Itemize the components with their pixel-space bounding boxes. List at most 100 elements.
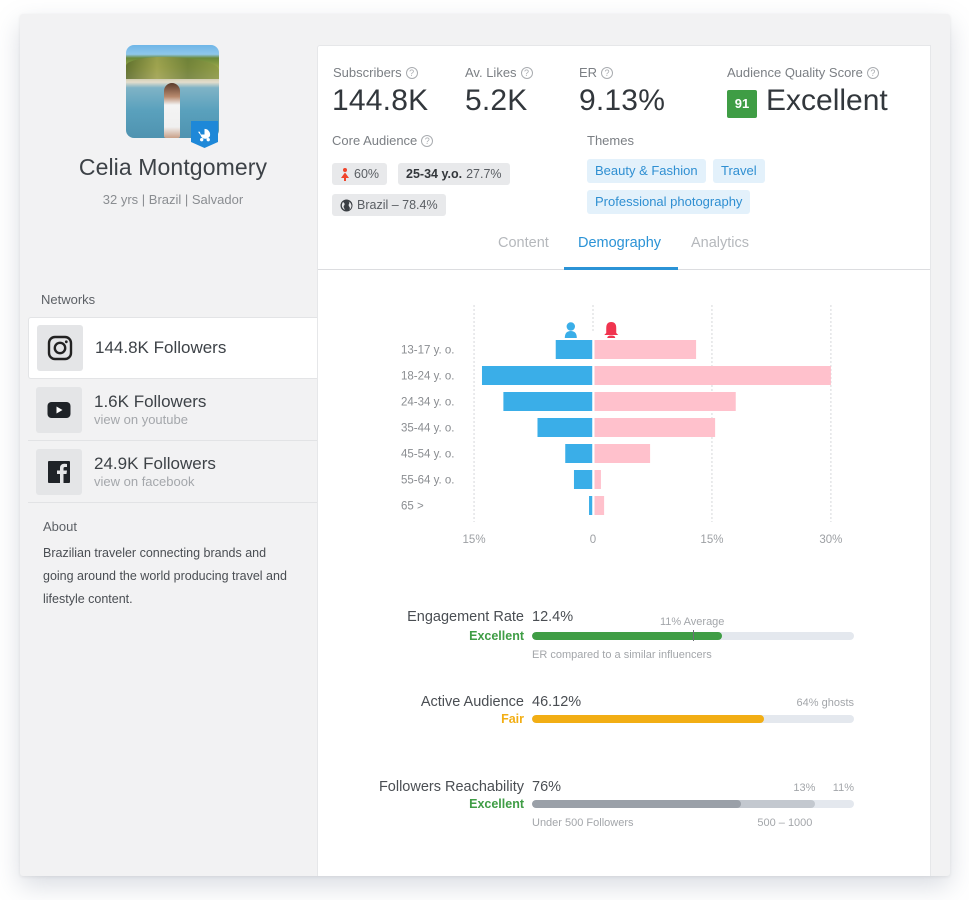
engagement-average-label: 11% Average — [660, 616, 725, 628]
network-facebook[interactable]: 24.9K Followers view on facebook — [28, 441, 317, 503]
aqs-rating: Excellent — [766, 84, 888, 117]
subscribers-label: Subscribers? — [333, 65, 418, 80]
reach-segment-pct: 13% — [793, 782, 816, 794]
subscribers-value: 144.8K — [332, 84, 429, 117]
aqs-label-text: Audience Quality Score — [727, 65, 863, 80]
engagement-rate-value: 12.4% — [532, 609, 574, 625]
ghosts-note: 64% ghosts — [796, 697, 854, 709]
male-bar — [537, 418, 593, 437]
profile-meta: 32 yrs | Brazil | Salvador — [102, 192, 244, 207]
female-icon — [604, 322, 619, 338]
avatar[interactable] — [126, 45, 219, 138]
female-bar — [594, 366, 831, 385]
app-window: Celia Montgomery 32 yrs | Brazil | Salva… — [20, 14, 950, 876]
reachability-rating: Excellent — [469, 797, 524, 811]
aqs-label: Audience Quality Score? — [727, 65, 879, 80]
female-bar — [594, 444, 651, 463]
profile-panel: Celia Montgomery 32 yrs | Brazil | Salva… — [20, 14, 317, 876]
male-bar — [555, 340, 593, 359]
about-heading: About — [43, 519, 77, 534]
age-group-label: 45-54 y. o. — [401, 449, 455, 461]
help-icon[interactable]: ? — [421, 134, 434, 147]
tab-analytics[interactable]: Analytics — [691, 235, 750, 251]
male-bar — [565, 444, 593, 463]
globe-icon — [340, 199, 353, 211]
female-bar — [594, 496, 605, 515]
tab-content[interactable]: Content — [498, 235, 549, 251]
facebook-icon — [36, 448, 82, 495]
country-chip: Brazil – 78.4% — [332, 194, 446, 216]
networks-heading: Networks — [41, 292, 96, 307]
age-pct: 27.7% — [466, 167, 502, 181]
male-bar — [573, 470, 593, 489]
gender-chip: 60% — [332, 163, 388, 185]
reachability-value: 76% — [532, 779, 562, 795]
age-group-label: 55-64 y. o. — [401, 475, 455, 487]
female-bar — [594, 470, 601, 489]
gender-pct: 60% — [354, 167, 380, 181]
x-tick-label: 15% — [700, 534, 723, 546]
reach-segment-under-500 — [532, 800, 742, 808]
stats-card: Subscribers? 144.8K Av. Likes? 5.2K ER? … — [317, 45, 931, 876]
avatar-person — [164, 83, 180, 138]
reachability-label: Followers Reachability — [378, 779, 524, 795]
youtube-icon — [36, 386, 82, 433]
x-tick-label: 15% — [463, 534, 486, 546]
likes-label: Av. Likes? — [465, 65, 533, 80]
reach-segment-pct: 11% — [832, 782, 854, 794]
age-gender-chart: 15% 0 15% 30% 13-17 y. o. 18-24 y. o. 24-34 y.… — [318, 270, 930, 570]
engagement-rate-rating: Excellent — [469, 629, 524, 643]
active-audience-value: 46.12% — [532, 694, 582, 710]
theme-tag[interactable]: Professional photography — [587, 190, 751, 214]
age-gender-chart-svg: 15% 0 15% 30% 13-17 y. o. 18-24 y. o. 24-34 y.… — [401, 305, 842, 546]
tab-bar: Content Demography Analytics — [318, 224, 930, 270]
active-audience-bar — [532, 715, 854, 723]
age-chip: 25-34 y.o. 27.7% — [398, 163, 510, 185]
core-audience-label-text: Core Audience — [332, 133, 418, 148]
view-on-facebook-link[interactable]: view on facebook — [94, 474, 195, 489]
view-on-youtube-link[interactable]: view on youtube — [94, 412, 188, 427]
likes-value: 5.2K — [465, 84, 528, 117]
country-text: Brazil – 78.4% — [357, 198, 438, 212]
tab-demography[interactable]: Demography — [578, 235, 662, 251]
network-followers: 1.6K Followers — [94, 392, 207, 411]
themes-label: Themes — [587, 133, 634, 148]
age-group-label: 65 > — [401, 501, 424, 513]
female-bar — [594, 392, 736, 411]
network-followers: 24.9K Followers — [94, 454, 216, 473]
core-audience-label: Core Audience? — [332, 133, 434, 148]
help-icon[interactable]: ? — [405, 66, 418, 79]
reach-label-under-500: Under 500 Followers — [532, 817, 634, 829]
engagement-rate-fill — [532, 632, 722, 640]
help-icon[interactable]: ? — [520, 66, 533, 79]
active-tab-indicator — [564, 267, 678, 270]
er-value: 9.13% — [579, 84, 666, 117]
reach-label-500-1000: 500 – 1000 — [757, 817, 813, 829]
male-bar — [589, 496, 593, 515]
help-icon[interactable]: ? — [866, 66, 879, 79]
aqs-score-badge: 91 — [727, 90, 757, 118]
female-bar — [594, 418, 716, 437]
network-instagram[interactable]: 144.8K Followers — [28, 317, 317, 379]
age-group: 25-34 y.o. — [406, 167, 463, 181]
help-icon[interactable]: ? — [601, 66, 614, 79]
age-group-label: 35-44 y. o. — [401, 423, 455, 435]
theme-tag[interactable]: Travel — [713, 159, 765, 183]
male-bar — [481, 366, 593, 385]
likes-label-text: Av. Likes — [465, 65, 517, 80]
baby-stroller-icon — [191, 121, 218, 148]
theme-tag[interactable]: Beauty & Fashion — [587, 159, 706, 183]
age-group-label: 18-24 y. o. — [401, 371, 455, 383]
female-icon — [341, 167, 349, 181]
instagram-icon — [37, 325, 83, 371]
active-audience-fill — [532, 715, 764, 723]
male-icon — [564, 322, 577, 338]
er-label: ER? — [579, 65, 614, 80]
female-bar — [594, 340, 697, 359]
about-text: Brazilian traveler connecting brands and… — [43, 546, 287, 606]
male-bar — [503, 392, 593, 411]
avatar-landscape — [126, 57, 219, 79]
age-group-label: 13-17 y. o. — [401, 345, 455, 357]
subscribers-label-text: Subscribers — [333, 65, 402, 80]
network-youtube[interactable]: 1.6K Followers view on youtube — [28, 379, 317, 441]
